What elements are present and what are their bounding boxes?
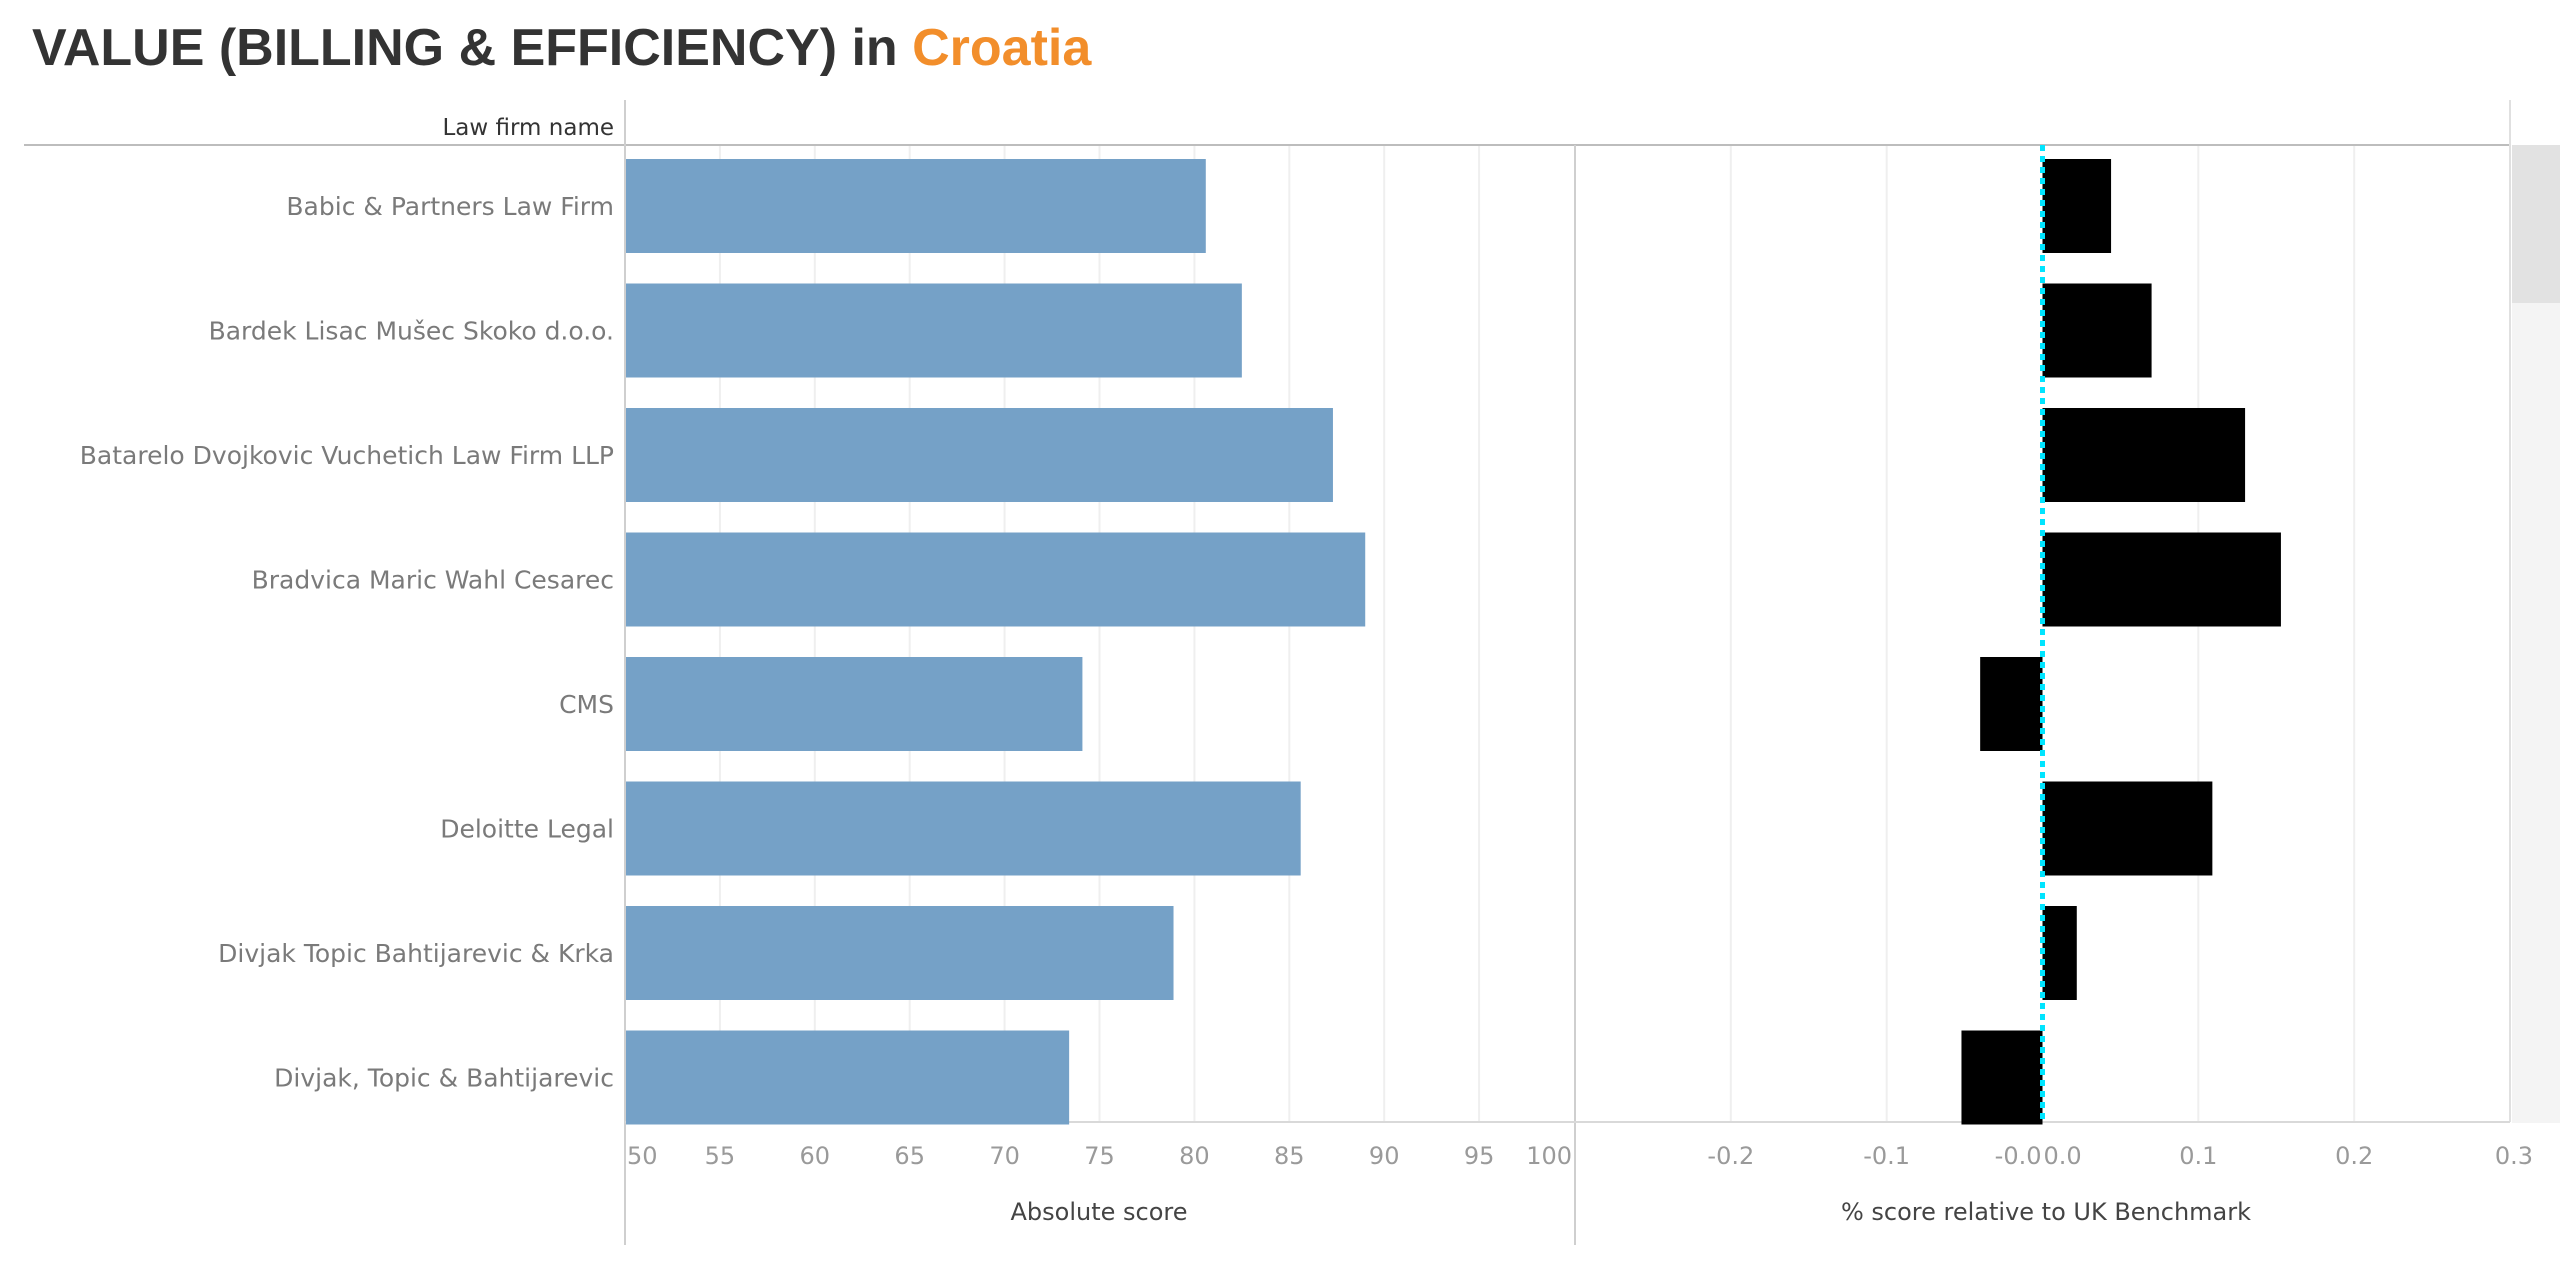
- x-tick-label-relative: -0.0: [1995, 1142, 2042, 1170]
- relative-score-bars: [1961, 159, 2281, 1125]
- x-tick-label-relative: -0.1: [1863, 1142, 1910, 1170]
- absolute-score-bar: [626, 781, 1301, 876]
- absolute-score-bar: [626, 532, 1366, 627]
- row-labels: Babic & Partners Law Firm Bardek Lisac Mu…: [80, 192, 614, 1093]
- x-tick-label-absolute: 50: [627, 1142, 658, 1170]
- relative-score-bar: [2042, 283, 2152, 378]
- x-tick-label-absolute: 90: [1369, 1142, 1400, 1170]
- absolute-score-bar: [626, 159, 1206, 253]
- row-label: Divjak Topic Bahtijarevic & Krka: [218, 939, 614, 968]
- axis-ticks: 50 55 60 65 70 75 80 85 90 95 100 -0.2 -0.1 -0.0 0.0 0.…: [627, 1142, 2533, 1170]
- x-tick-label-relative: -0.2: [1707, 1142, 1754, 1170]
- row-label: CMS: [559, 690, 614, 719]
- absolute-score-bar: [626, 408, 1333, 502]
- x-tick-label-absolute: 55: [705, 1142, 736, 1170]
- absolute-score-bar: [626, 906, 1174, 1000]
- relative-score-bar: [2042, 906, 2077, 1000]
- relative-score-bar: [1980, 657, 2043, 751]
- relative-score-bar: [2042, 781, 2213, 876]
- row-label: Divjak, Topic & Bahtijarevic: [274, 1064, 614, 1093]
- scrollbar[interactable]: [2512, 145, 2560, 1123]
- x-axis-title-absolute: Absolute score: [1010, 1198, 1187, 1226]
- x-tick-label-absolute: 100: [1526, 1142, 1572, 1170]
- x-axis-title-relative: % score relative to UK Benchmark: [1841, 1198, 2251, 1226]
- x-tick-label-absolute: 85: [1274, 1142, 1305, 1170]
- row-label: Bardek Lisac Mušec Skoko d.o.o.: [209, 317, 614, 346]
- relative-score-bar: [1961, 1030, 2043, 1125]
- x-tick-label-absolute: 60: [800, 1142, 831, 1170]
- row-label: Batarelo Dvojkovic Vuchetich Law Firm LL…: [80, 441, 614, 470]
- absolute-score-bars: [626, 159, 1366, 1125]
- row-label: Babic & Partners Law Firm: [286, 192, 614, 221]
- relative-score-bar: [2042, 532, 2281, 627]
- x-tick-label-relative: 0.2: [2335, 1142, 2373, 1170]
- absolute-score-bar: [626, 283, 1242, 378]
- x-tick-label-absolute: 80: [1179, 1142, 1210, 1170]
- row-label: Bradvica Maric Wahl Cesarec: [252, 566, 614, 595]
- title-text: VALUE (BILLING & EFFICIENCY) in: [32, 19, 913, 77]
- absolute-score-bar: [626, 1030, 1070, 1125]
- absolute-score-bar: [626, 657, 1083, 751]
- x-tick-label-relative: 0.1: [2179, 1142, 2217, 1170]
- x-tick-label-absolute: 65: [894, 1142, 925, 1170]
- relative-score-bar: [2042, 159, 2112, 253]
- x-tick-label-absolute: 75: [1084, 1142, 1115, 1170]
- title-country: Croatia: [912, 19, 1092, 77]
- row-label: Deloitte Legal: [440, 815, 614, 844]
- scrollbar-thumb[interactable]: [2512, 145, 2560, 303]
- row-header-label: Law firm name: [442, 115, 614, 141]
- x-tick-label-absolute: 95: [1464, 1142, 1495, 1170]
- x-tick-label-relative: 0.3: [2495, 1142, 2533, 1170]
- page-title: VALUE (BILLING & EFFICIENCY) in Croatia: [32, 18, 1091, 78]
- x-tick-label-relative: 0.0: [2044, 1142, 2082, 1170]
- relative-score-bar: [2042, 408, 2246, 502]
- x-tick-label-absolute: 70: [989, 1142, 1020, 1170]
- scrollbar-track[interactable]: [2512, 145, 2560, 1123]
